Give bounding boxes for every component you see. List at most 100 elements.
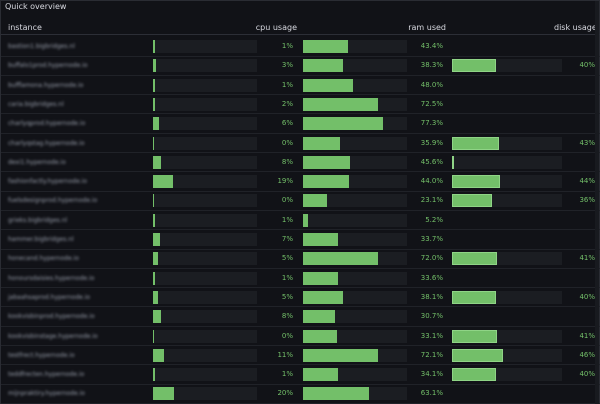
ram-value-label: 5.2%: [425, 215, 443, 224]
ram-bar-fill: [303, 310, 335, 324]
disk-bar-track: [452, 136, 562, 150]
table-row[interactable]: bufflamona.hypernode.io 1% 48.0%: [1, 76, 600, 96]
cpu-value-label: 1%: [281, 42, 293, 50]
instance-name[interactable]: dexi1.hypernode.io: [8, 158, 66, 166]
instance-name[interactable]: buffalo1prod.hypernode.io: [8, 62, 88, 70]
disk-bar-fill: [452, 348, 503, 362]
instance-name[interactable]: bastion1.bigbridges.nl: [8, 43, 75, 50]
cpu-bar-fill: [153, 252, 159, 266]
table-row[interactable]: honoursdaisies.hypernode.io 1% 33.6%: [1, 269, 600, 289]
instance-name[interactable]: mijnpraktiry.hypernode.io: [8, 390, 85, 398]
ram-bar-fill: [303, 348, 378, 362]
instance-name[interactable]: jabaahsaprod.hypernode.io: [8, 293, 91, 301]
disk-bar-fill: [452, 368, 496, 382]
column-header-ram-used[interactable]: ram used: [408, 23, 446, 32]
ram-bar-track: [303, 155, 407, 169]
cpu-value-label: 3%: [281, 61, 293, 70]
instance-name[interactable]: honoursdaisies.hypernode.io: [8, 274, 95, 282]
cpu-usage-cell: 1%: [153, 271, 297, 285]
table-row[interactable]: kookvisbinprod.hypernode.io 8% 30.7%: [1, 307, 600, 327]
cpu-bar-fill: [153, 233, 161, 246]
table-row[interactable]: bastion1.bigbridges.nl 1% 43.4%: [1, 37, 600, 57]
column-header-cpu-usage[interactable]: cpu usage: [255, 23, 297, 32]
cpu-value-label: 19%: [277, 177, 293, 186]
table-row[interactable]: jabaahsaprod.hypernode.io 5% 38.1% 40%: [1, 288, 600, 308]
instance-name[interactable]: testfrect.hypernode.io: [8, 351, 75, 359]
disk-bar-fill: [452, 252, 498, 266]
table-row[interactable]: charlyqstag.hypernode.io 0% 35.9% 43%: [1, 134, 600, 153]
instance-name[interactable]: kookvisbinprod.hypernode.io: [8, 313, 95, 321]
table-row[interactable]: kookvisbinstage.hypernode.io 0% 33.1% 41%: [1, 327, 600, 346]
ram-usage-cell: 30.7%: [303, 310, 447, 324]
cpu-usage-cell: 11%: [153, 348, 297, 362]
instance-name[interactable]: bufflamona.hypernode.io: [8, 81, 84, 89]
disk-bar-track: [452, 290, 562, 304]
table-row[interactable]: fuelsdesignprod.hypernode.io 0% 23.1% 36%: [1, 191, 600, 211]
ram-value-label: 38.1%: [420, 292, 443, 301]
instance-name[interactable]: charlyqstag.hypernode.io: [8, 139, 85, 147]
ram-bar-track: [303, 194, 407, 208]
table-row[interactable]: hammer.bigbridges.nl 7% 33.7%: [1, 230, 600, 250]
ram-value-label: 43.4%: [420, 42, 443, 50]
table-row[interactable]: caria.bigbridges.nl 2% 72.5%: [1, 95, 600, 115]
cpu-value-label: 20%: [277, 389, 293, 398]
disk-bar-track: [452, 368, 562, 382]
ram-bar-fill: [303, 175, 349, 189]
ram-value-label: 72.0%: [420, 254, 443, 263]
ram-bar-fill: [303, 233, 339, 246]
instance-name[interactable]: hammer.bigbridges.nl: [8, 236, 74, 243]
instance-name[interactable]: fashionfactly.hypernode.io: [8, 178, 88, 186]
table-row[interactable]: teddfrecten.hypernode.io 1% 34.1% 40%: [1, 365, 600, 385]
instance-name[interactable]: caria.bigbridges.nl: [8, 100, 64, 108]
column-header-disk-usage[interactable]: disk usage: [554, 23, 597, 32]
cpu-usage-cell: 8%: [153, 310, 297, 324]
cpu-bar-fill: [153, 40, 155, 53]
table-row[interactable]: fashionfactly.hypernode.io 19% 44.0% 44%: [1, 172, 600, 192]
ram-usage-cell: 33.6%: [303, 271, 447, 285]
ram-bar-track: [303, 40, 407, 53]
cpu-bar-track: [153, 175, 257, 189]
cpu-usage-cell: 0%: [153, 136, 297, 150]
instance-name[interactable]: charlyqprod.hypernode.io: [8, 120, 86, 128]
cpu-usage-cell: 19%: [153, 175, 297, 189]
instance-name[interactable]: kookvisbinstage.hypernode.io: [8, 332, 98, 340]
cpu-usage-cell: 0%: [153, 329, 297, 343]
cpu-bar-track: [153, 40, 257, 53]
ram-value-label: 35.9%: [420, 138, 443, 147]
scrollbar[interactable]: [595, 1, 599, 404]
cpu-bar-track: [153, 97, 257, 111]
cpu-value-label: 8%: [281, 157, 293, 166]
table-row[interactable]: dexi1.hypernode.io 8% 45.6%: [1, 153, 600, 173]
cpu-usage-cell: 3%: [153, 59, 297, 73]
ram-value-label: 33.6%: [420, 273, 443, 282]
ram-bar-fill: [303, 271, 338, 285]
disk-usage-cell: 46%: [452, 348, 595, 362]
ram-usage-cell: 77.3%: [303, 117, 447, 131]
panel-header: Quick overview ⋮: [1, 1, 600, 15]
table-row[interactable]: charlyqprod.hypernode.io 6% 77.3%: [1, 114, 600, 134]
table-row[interactable]: grieks.bigbridges.nl 1% 5.2%: [1, 211, 600, 231]
ram-usage-cell: 34.1%: [303, 368, 447, 382]
table-row[interactable]: mijnpraktiry.hypernode.io 20% 63.1%: [1, 384, 600, 404]
disk-value-label: 40%: [579, 370, 595, 379]
cpu-usage-cell: 7%: [153, 233, 297, 246]
table-row[interactable]: honecand.hypernode.io 5% 72.0% 41%: [1, 249, 600, 269]
disk-usage-cell: 43%: [452, 136, 595, 150]
ram-value-label: 34.1%: [420, 370, 443, 379]
instance-name[interactable]: fuelsdesignprod.hypernode.io: [8, 197, 98, 205]
ram-usage-cell: 33.7%: [303, 233, 447, 246]
cpu-bar-fill: [153, 117, 160, 131]
ram-bar-fill: [303, 59, 343, 73]
instance-name[interactable]: grieks.bigbridges.nl: [8, 216, 68, 224]
table-row[interactable]: testfrect.hypernode.io 11% 72.1% 46%: [1, 346, 600, 366]
ram-bar-fill: [303, 213, 309, 227]
cpu-bar-track: [153, 290, 257, 304]
column-header-instance[interactable]: instance: [8, 23, 42, 32]
disk-bar-track: [452, 155, 562, 169]
table-row[interactable]: buffalo1prod.hypernode.io 3% 38.3% 40%: [1, 56, 600, 76]
instance-name[interactable]: honecand.hypernode.io: [8, 255, 79, 263]
ram-bar-track: [303, 136, 407, 150]
instance-name[interactable]: teddfrecten.hypernode.io: [8, 371, 85, 379]
ram-usage-cell: 43.4%: [303, 40, 447, 53]
